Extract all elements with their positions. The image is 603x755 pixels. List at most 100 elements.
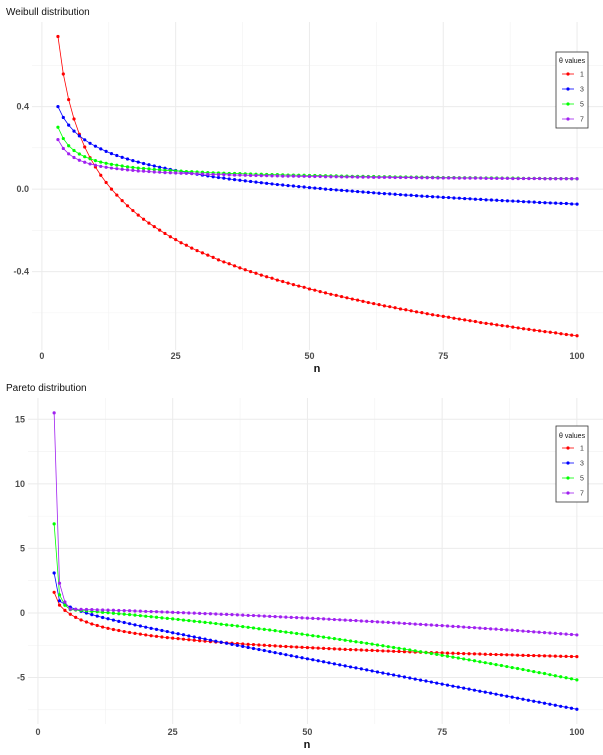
data-point [343,647,347,651]
data-point [377,191,381,195]
data-point [505,324,510,328]
data-point [230,642,234,646]
data-point [246,625,250,629]
data-point [404,193,408,197]
data-point [350,297,354,301]
data-point [402,621,407,626]
data-point [321,660,326,664]
data-point [141,217,146,221]
data-point [527,176,531,181]
data-point [122,612,126,616]
data-point [120,199,124,203]
data-point [61,136,65,141]
data-point [286,183,290,188]
data-point [176,610,180,615]
data-point [246,613,250,618]
data-point [521,697,525,701]
data-point [117,619,121,623]
legend-key-point [566,102,570,106]
data-point [318,174,322,179]
data-point [246,642,250,646]
data-point [516,199,520,203]
data-point [254,173,258,178]
data-point [468,197,472,201]
data-point [372,175,376,179]
data-point [570,177,574,181]
data-point [305,633,310,637]
x-tick-label: 25 [171,351,181,361]
data-point [125,157,130,161]
data-point [386,649,390,653]
data-point [548,201,552,205]
data-point [63,600,67,604]
data-point [281,279,285,284]
data-point [289,615,293,619]
data-point [467,658,471,662]
data-point [120,164,124,168]
data-point [214,639,218,643]
data-point [348,639,353,643]
data-point [176,637,180,641]
data-point [52,590,56,594]
data-point [532,699,536,703]
data-point [291,283,296,287]
data-point [203,620,207,624]
data-point [472,659,477,663]
data-point [359,640,363,645]
data-point [56,34,60,39]
x-tick-label: 75 [437,727,447,737]
data-point [382,175,386,179]
data-point [144,625,148,629]
data-point [451,624,455,628]
data-point [445,683,450,687]
data-point [104,149,108,153]
data-point [83,145,87,149]
data-point [457,196,461,200]
data-point [345,175,349,179]
legend-item: 3 [562,461,584,468]
data-point [553,703,557,707]
data-point [268,644,272,648]
data-point [472,652,477,656]
data-point [295,631,299,636]
data-point [281,174,285,178]
data-point [489,198,494,202]
data-point [74,615,78,619]
data-point [447,176,451,180]
data-point [232,178,237,182]
data-point [57,581,62,585]
data-point [543,201,547,205]
data-point [281,183,285,187]
data-point [537,671,541,675]
data-point [327,647,331,651]
data-point [141,169,146,173]
data-point [451,655,455,659]
data-point [152,167,156,172]
data-point [246,645,250,650]
data-point [559,332,563,336]
data-point [67,144,71,148]
grid [28,398,603,724]
data-point [392,673,396,677]
data-point [63,608,67,612]
data-point [542,701,547,705]
data-point [345,189,349,193]
data-point [238,266,242,270]
data-point [338,663,342,667]
data-point [111,627,116,632]
data-point [393,175,397,180]
data-point [559,654,563,658]
data-point [120,155,124,159]
data-point [548,702,552,706]
data-point [219,612,223,616]
data-point [90,608,94,612]
legend-key-point [566,72,570,76]
data-point [510,665,514,670]
series-line [57,36,578,337]
data-point [176,632,180,636]
data-point [489,652,493,657]
data-point [160,635,164,639]
data-point [56,125,60,129]
data-point [127,622,132,626]
data-point [208,621,213,625]
